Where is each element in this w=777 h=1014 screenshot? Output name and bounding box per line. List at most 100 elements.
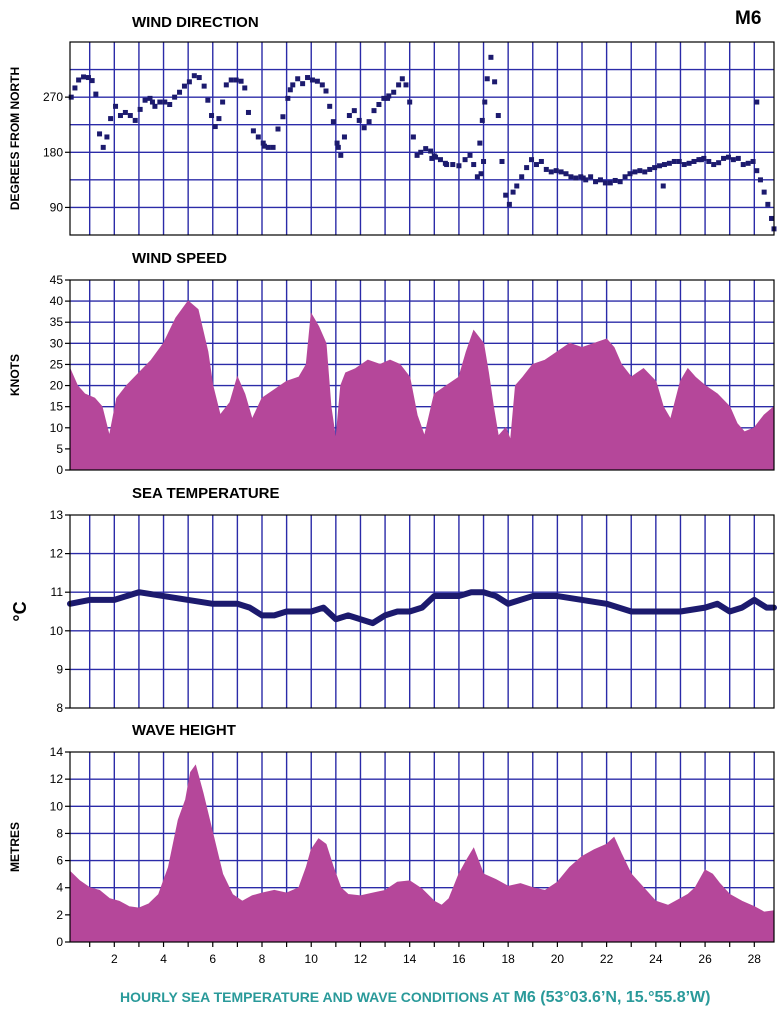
- y-tick-label: 180: [43, 145, 63, 159]
- plot-frame: [69, 279, 775, 471]
- data-point: [399, 76, 405, 82]
- caption-station: M6: [514, 989, 536, 1006]
- data-point: [228, 77, 234, 83]
- data-point: [607, 180, 613, 186]
- data-point: [100, 144, 106, 150]
- data-point: [89, 78, 95, 84]
- data-point: [172, 94, 178, 100]
- data-point: [721, 155, 727, 161]
- data-point: [410, 134, 416, 140]
- data-point: [205, 97, 211, 103]
- data-point: [478, 171, 484, 177]
- data-point: [177, 89, 183, 95]
- data-point: [686, 160, 692, 166]
- data-point: [632, 169, 638, 175]
- data-point: [602, 180, 608, 186]
- data-point: [255, 134, 261, 140]
- data-point: [285, 95, 291, 101]
- data-point: [132, 117, 138, 123]
- data-point: [113, 103, 119, 109]
- data-point: [519, 174, 525, 180]
- data-point: [477, 140, 483, 146]
- data-point: [428, 148, 434, 154]
- data-point: [681, 162, 687, 168]
- data-point: [327, 103, 333, 109]
- data-point: [750, 158, 756, 164]
- data-point: [261, 143, 267, 149]
- x-tick-label: 24: [649, 952, 663, 966]
- data-point: [573, 175, 579, 181]
- y-tick-label: 14: [50, 745, 64, 759]
- x-tick-label: 22: [600, 952, 614, 966]
- panel-title: SEA TEMPERATURE: [132, 485, 280, 502]
- data-point: [691, 158, 697, 164]
- data-point: [503, 192, 509, 198]
- data-point: [319, 82, 325, 88]
- data-point: [716, 160, 722, 166]
- data-point: [314, 78, 320, 84]
- caption-coords: (53°03.6’N, 15.°55.8’W): [536, 989, 711, 1006]
- data-point: [538, 158, 544, 164]
- data-point: [149, 99, 155, 105]
- y-tick-label: 15: [50, 400, 64, 414]
- data-point: [698, 157, 704, 163]
- data-point: [676, 158, 682, 164]
- x-tick-label: 10: [305, 952, 319, 966]
- y-axis-label: °C: [10, 601, 30, 621]
- y-tick-label: 5: [56, 442, 63, 456]
- data-point: [295, 76, 301, 82]
- data-point: [529, 157, 535, 163]
- data-point: [423, 146, 429, 152]
- data-point: [467, 152, 473, 158]
- data-point: [270, 144, 276, 150]
- data-point: [661, 162, 667, 168]
- data-point: [351, 108, 357, 114]
- data-point: [735, 155, 741, 161]
- data-point: [548, 169, 554, 175]
- data-point: [233, 77, 239, 83]
- data-point: [499, 158, 505, 164]
- data-point: [385, 95, 391, 101]
- data-point: [93, 91, 99, 97]
- y-tick-label: 30: [50, 336, 64, 350]
- line-series: [67, 589, 777, 627]
- y-tick-label: 4: [56, 881, 63, 895]
- x-tick-label: 20: [551, 952, 565, 966]
- data-point: [287, 87, 293, 93]
- data-point: [484, 76, 490, 82]
- data-point: [588, 174, 594, 180]
- y-tick-label: 25: [50, 357, 64, 371]
- y-tick-label: 12: [50, 772, 64, 786]
- data-point: [492, 79, 498, 85]
- data-point: [290, 82, 296, 88]
- y-axis-label: DEGREES FROM NORTH: [8, 67, 22, 210]
- data-point: [162, 99, 168, 105]
- data-point: [657, 163, 663, 169]
- data-point: [754, 168, 760, 174]
- data-point: [558, 169, 564, 175]
- data-point: [725, 154, 731, 160]
- data-point: [157, 99, 163, 105]
- data-point: [250, 128, 256, 134]
- panel-title: WAVE HEIGHT: [132, 722, 236, 739]
- data-point: [514, 183, 520, 189]
- data-point: [242, 85, 248, 91]
- y-tick-label: 12: [50, 547, 64, 561]
- data-point: [474, 174, 480, 180]
- data-point: [769, 215, 775, 221]
- data-point: [167, 101, 173, 107]
- data-point: [309, 77, 315, 83]
- data-point: [201, 83, 207, 89]
- data-point: [506, 201, 512, 207]
- data-point: [597, 177, 603, 183]
- data-point: [212, 124, 218, 130]
- y-tick-label: 10: [50, 799, 64, 813]
- data-point: [495, 113, 501, 119]
- data-point: [622, 174, 628, 180]
- data-point: [238, 78, 244, 84]
- grid: [70, 42, 774, 235]
- grid: [70, 515, 774, 708]
- data-point: [482, 99, 488, 105]
- data-point: [637, 168, 643, 174]
- y-tick-label: 40: [50, 294, 64, 308]
